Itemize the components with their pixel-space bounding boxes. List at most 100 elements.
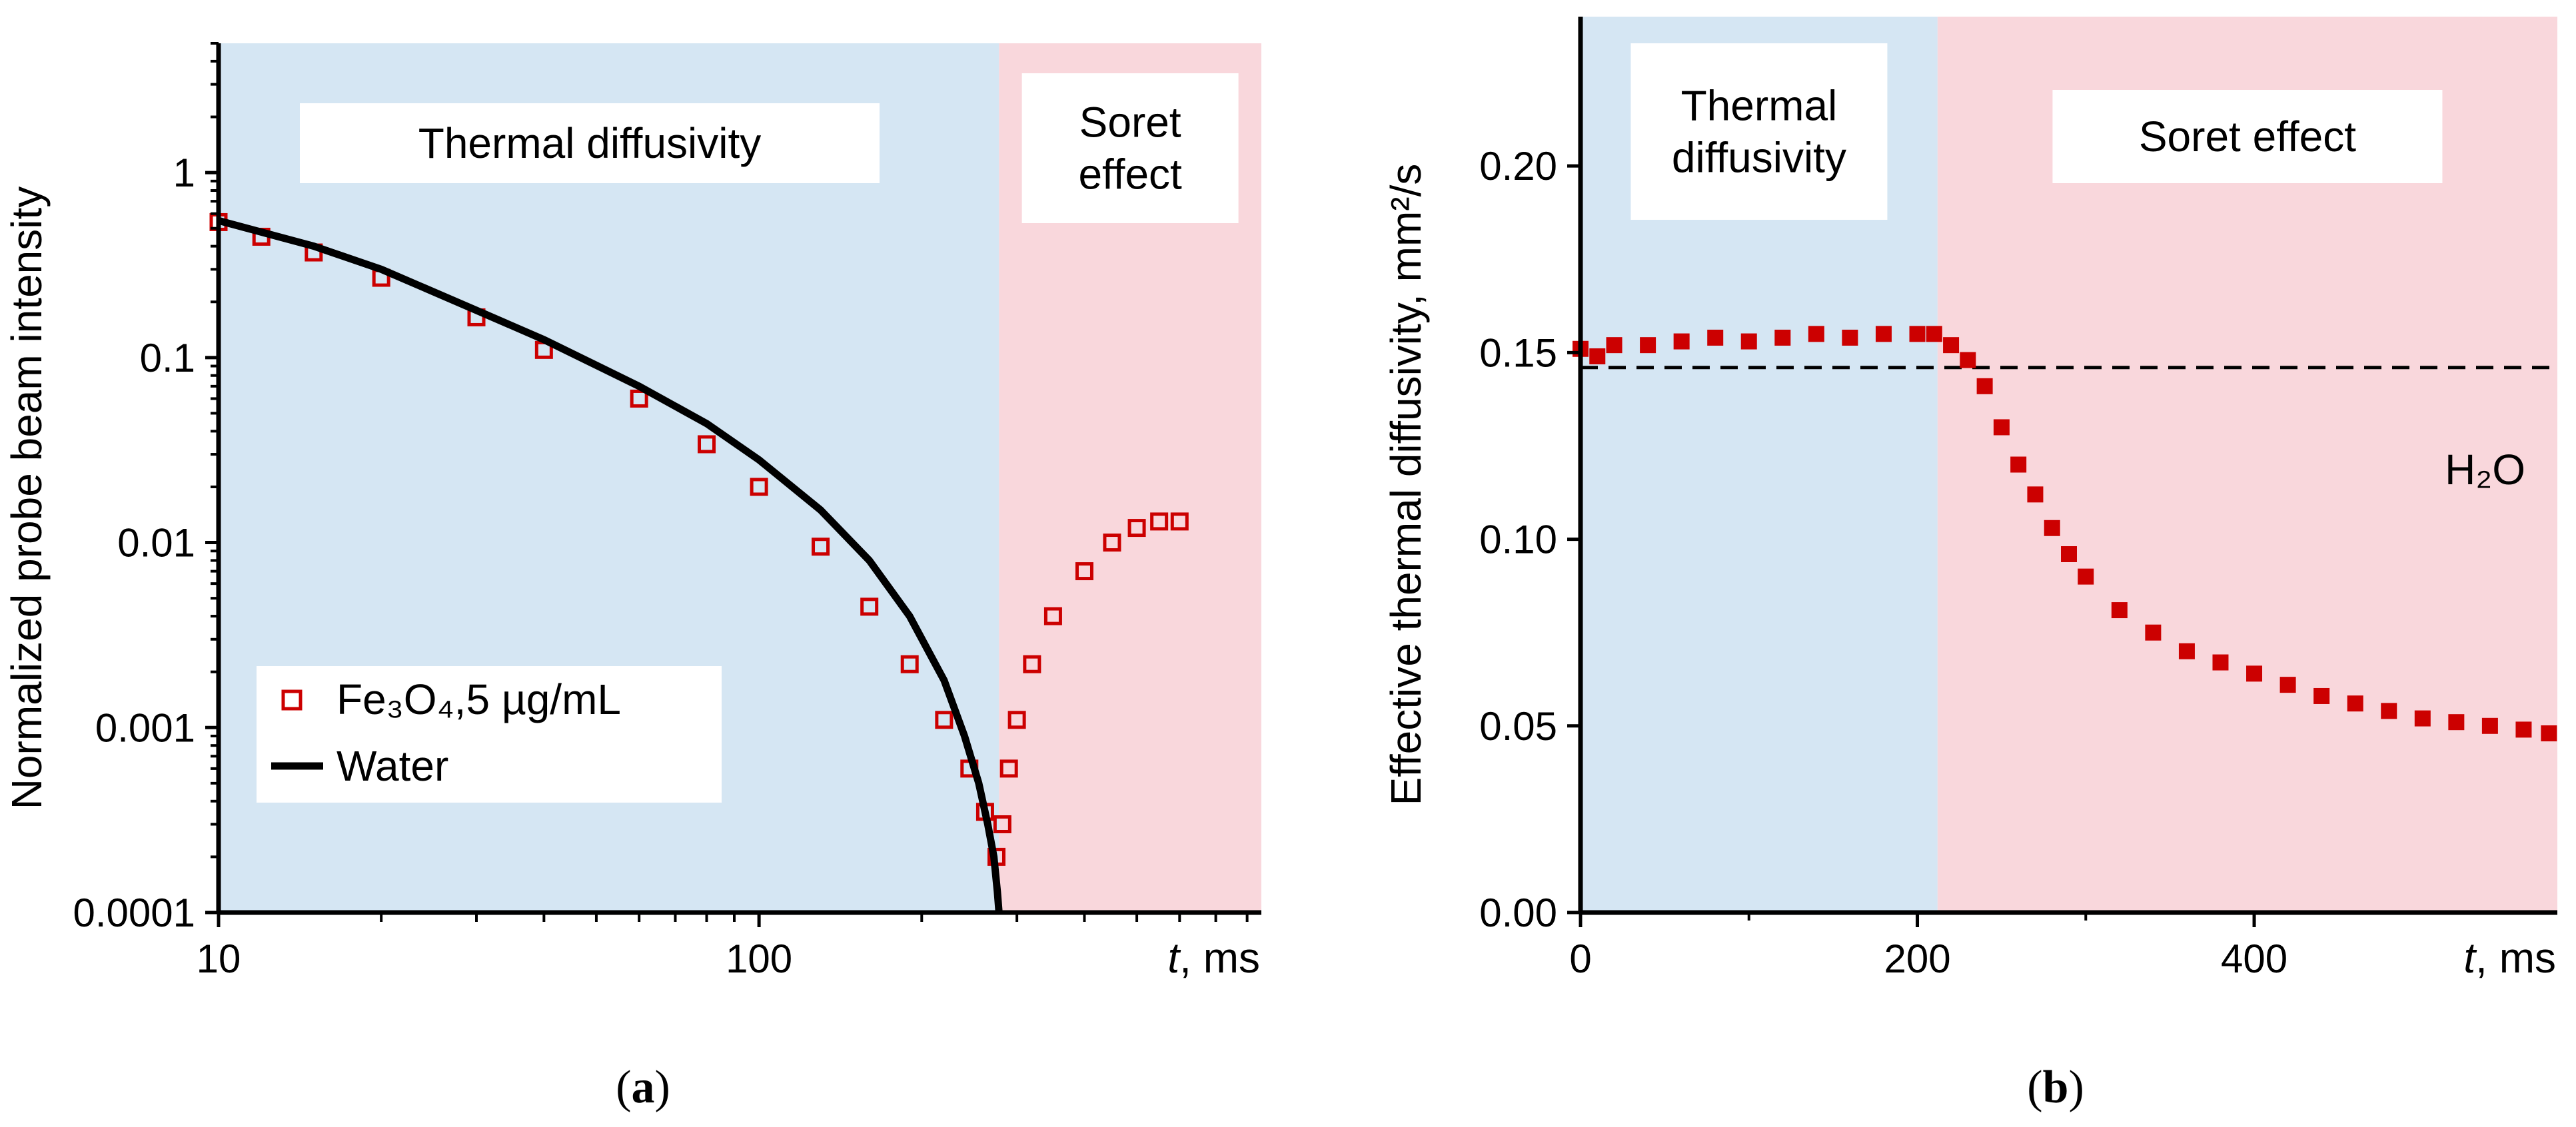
- region-label: Soret: [1079, 99, 1181, 147]
- y-axis-label: Normalized probe beam intensity: [3, 187, 51, 810]
- data-point: [2044, 520, 2060, 536]
- data-point: [1043, 607, 1062, 625]
- region-label: Thermal diffusivity: [418, 119, 762, 167]
- x-axis-label-var: t: [1167, 934, 1181, 982]
- data-point: [2010, 456, 2027, 473]
- data-point: [1926, 326, 1942, 342]
- data-point: [630, 389, 648, 408]
- data-point: [2541, 725, 2557, 741]
- y-tick-label: 0.15: [1479, 330, 1557, 375]
- legend-entry-label: Fe₃O₄,5 µg/mL: [336, 675, 621, 723]
- data-point: [1589, 348, 1606, 364]
- y-tick-label: 0.00: [1479, 891, 1557, 935]
- data-point: [1976, 378, 1993, 394]
- data-point: [2078, 568, 2094, 585]
- region-label: effect: [1078, 151, 1182, 198]
- x-tick-label: 10: [197, 937, 241, 981]
- y-axis-label: Effective thermal diffusivity, mm²/s: [1382, 164, 1430, 806]
- data-point: [935, 711, 954, 729]
- region-label-box: [1021, 73, 1239, 223]
- data-point: [900, 655, 919, 673]
- data-point: [1023, 655, 1041, 673]
- y-tick-label: 0.05: [1479, 704, 1557, 749]
- y-tick-label: 0.10: [1479, 518, 1557, 562]
- data-point: [2515, 721, 2532, 738]
- data-point: [1993, 419, 2010, 436]
- data-point: [1075, 562, 1093, 581]
- x-axis-label-var: t: [2463, 934, 2477, 982]
- caption-close-paren: ): [2068, 1062, 2084, 1113]
- data-point: [1774, 329, 1791, 346]
- data-point: [2246, 665, 2263, 682]
- data-point: [812, 538, 830, 556]
- legend-box: [257, 666, 722, 803]
- y-tick-label: 0.01: [117, 521, 195, 565]
- data-point: [2414, 710, 2431, 727]
- caption-open-paren: (: [616, 1062, 631, 1113]
- caption-open-paren: (: [2027, 1062, 2042, 1113]
- data-point: [1606, 337, 1622, 354]
- data-point: [1842, 329, 1858, 346]
- region-label-box: [300, 103, 880, 183]
- data-point: [2381, 703, 2397, 719]
- data-point: [860, 597, 879, 616]
- data-point: [2448, 714, 2465, 731]
- x-axis-label-unit: , ms: [1179, 934, 1260, 982]
- x-tick-label: 400: [2221, 937, 2287, 981]
- data-point: [2145, 624, 2162, 641]
- x-tick-label: 0: [1569, 937, 1591, 981]
- data-point: [1707, 329, 1724, 346]
- region-label-box: [2052, 90, 2443, 183]
- series-line-water: [217, 216, 1003, 913]
- x-axis-label: t, ms: [2463, 934, 2556, 982]
- y-tick-label: 1: [173, 151, 195, 195]
- data-point: [1909, 326, 1926, 342]
- caption-letter: b: [2043, 1062, 2069, 1113]
- x-axis-label: t, ms: [1167, 934, 1260, 982]
- data-point: [2347, 695, 2363, 712]
- data-point: [999, 759, 1018, 778]
- data-point: [2481, 717, 2498, 734]
- data-point: [2027, 486, 2044, 503]
- data-point: [2212, 654, 2229, 671]
- data-point: [1103, 534, 1121, 552]
- region-label: diffusivity: [1672, 134, 1846, 182]
- legend-entry-label: Water: [336, 742, 448, 790]
- data-point: [1960, 352, 1976, 368]
- data-point: [698, 435, 716, 454]
- data-point: [1943, 337, 1960, 354]
- data-point: [1170, 512, 1189, 531]
- data-point: [2111, 602, 2128, 619]
- data-point: [2061, 546, 2077, 562]
- legend-marker-square: [281, 689, 303, 711]
- x-tick-label: 200: [1884, 937, 1950, 981]
- data-point: [2279, 677, 2296, 693]
- caption-letter: a: [632, 1062, 655, 1113]
- data-point: [1640, 337, 1656, 354]
- y-tick-label: 0.1: [140, 336, 195, 380]
- caption-close-paren: ): [655, 1062, 670, 1113]
- data-point: [1808, 326, 1824, 342]
- data-point: [1740, 333, 1757, 350]
- y-tick-label: 0.20: [1479, 144, 1557, 188]
- region-label: Thermal: [1681, 82, 1838, 130]
- region-label-box: [1630, 43, 1888, 220]
- data-point: [2313, 687, 2330, 704]
- y-tick-label: 0.0001: [73, 891, 195, 935]
- region-label: Soret effect: [2139, 113, 2356, 161]
- data-point: [750, 478, 768, 496]
- data-point: [1127, 519, 1146, 538]
- y-tick-label: 0.001: [95, 705, 195, 750]
- data-point: [1673, 333, 1690, 350]
- reference-line-label: H₂O: [2445, 446, 2525, 494]
- x-axis-label-unit: , ms: [2475, 934, 2556, 982]
- data-point: [1150, 512, 1169, 531]
- panel-caption: (a): [616, 1062, 670, 1113]
- data-point: [2178, 643, 2195, 659]
- x-tick-label: 100: [726, 937, 792, 981]
- data-point: [993, 815, 1011, 833]
- data-point: [1007, 711, 1026, 729]
